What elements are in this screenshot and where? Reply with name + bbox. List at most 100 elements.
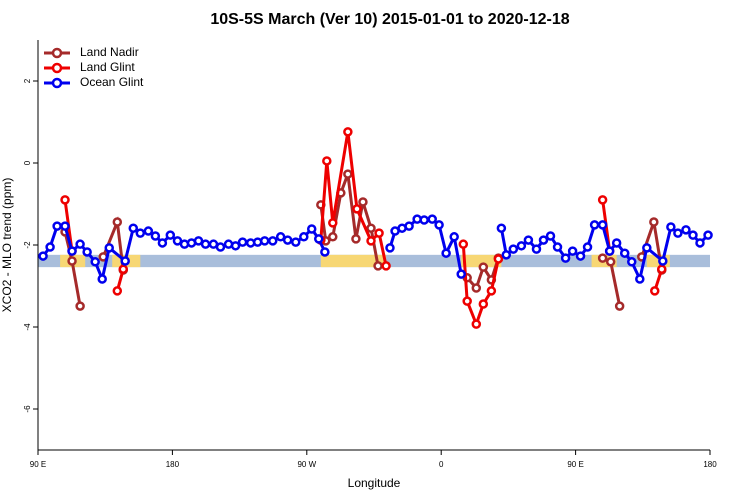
point xyxy=(128,223,139,233)
chart-title: 10S-5S March (Ver 10) 2015-01-01 to 2020… xyxy=(210,11,569,28)
x-tick-label: 90 W xyxy=(297,460,316,469)
point xyxy=(200,239,211,249)
point xyxy=(449,232,459,242)
point xyxy=(478,299,489,309)
point xyxy=(478,262,489,272)
point xyxy=(649,217,659,227)
point xyxy=(135,228,146,238)
point xyxy=(614,301,625,311)
point xyxy=(90,257,100,267)
point xyxy=(516,241,527,251)
point xyxy=(112,217,123,227)
legend-label: Land Nadir xyxy=(80,45,139,59)
point xyxy=(493,254,504,264)
point xyxy=(404,221,414,231)
point xyxy=(673,228,683,238)
point xyxy=(560,253,571,263)
point xyxy=(419,215,429,225)
point xyxy=(352,204,362,214)
point xyxy=(597,195,608,205)
point xyxy=(657,264,667,274)
point xyxy=(373,261,383,271)
point xyxy=(385,243,395,253)
legend-label: Land Glint xyxy=(80,60,135,74)
point xyxy=(172,236,183,246)
point xyxy=(322,156,332,166)
point xyxy=(471,283,482,293)
point xyxy=(501,250,512,260)
point xyxy=(703,230,713,240)
point xyxy=(52,221,62,231)
x-tick-label: 180 xyxy=(166,460,180,469)
x-tick-label: 0 xyxy=(439,460,444,469)
legend-marker xyxy=(51,47,63,59)
point xyxy=(320,247,330,257)
point xyxy=(575,251,586,261)
point xyxy=(605,257,616,267)
point xyxy=(626,257,637,267)
series-line xyxy=(63,131,664,329)
point xyxy=(619,248,630,258)
point xyxy=(150,231,161,241)
x-tick-label: 180 xyxy=(703,460,717,469)
point xyxy=(589,220,600,230)
point xyxy=(328,232,338,242)
point xyxy=(67,246,77,256)
point xyxy=(486,286,497,296)
point xyxy=(441,248,451,258)
point xyxy=(351,234,361,244)
point xyxy=(67,256,77,266)
point xyxy=(666,222,676,232)
point xyxy=(649,286,660,296)
point xyxy=(143,226,154,236)
x-tick-label: 90 E xyxy=(30,460,46,469)
point xyxy=(374,228,384,238)
point xyxy=(681,225,691,235)
point xyxy=(237,237,248,247)
x-tick-label: 90 E xyxy=(567,460,583,469)
point xyxy=(358,197,368,207)
y-tick-label: 2 xyxy=(23,78,32,83)
point xyxy=(531,244,542,254)
point xyxy=(604,246,615,256)
point xyxy=(462,296,472,306)
point xyxy=(282,235,293,245)
point xyxy=(75,239,85,249)
point xyxy=(695,238,705,248)
point xyxy=(157,238,168,248)
point xyxy=(538,235,549,245)
point xyxy=(259,236,270,246)
point xyxy=(343,127,353,137)
point xyxy=(567,246,578,256)
point xyxy=(635,274,645,284)
point xyxy=(366,236,376,246)
y-tick-label: -2 xyxy=(23,241,32,249)
point xyxy=(458,239,469,249)
point xyxy=(381,261,391,271)
point xyxy=(290,237,301,247)
point xyxy=(97,274,107,284)
point xyxy=(75,301,85,311)
point xyxy=(328,218,338,228)
point xyxy=(215,242,226,252)
point xyxy=(343,169,353,179)
point xyxy=(366,223,376,233)
point xyxy=(165,230,176,240)
x-axis-label: Longitude xyxy=(348,476,401,490)
land-band xyxy=(461,254,502,268)
point xyxy=(545,231,556,241)
point xyxy=(688,230,698,240)
point xyxy=(456,269,466,279)
legend-marker xyxy=(51,62,63,74)
land-band xyxy=(320,254,387,268)
point xyxy=(313,234,324,244)
point xyxy=(112,286,123,296)
y-tick-label: -4 xyxy=(23,323,32,331)
legend-marker xyxy=(51,77,63,89)
point xyxy=(508,244,519,254)
point xyxy=(193,236,204,246)
legend-label: Ocean Glint xyxy=(80,75,144,89)
point xyxy=(60,221,70,231)
point xyxy=(268,236,278,246)
